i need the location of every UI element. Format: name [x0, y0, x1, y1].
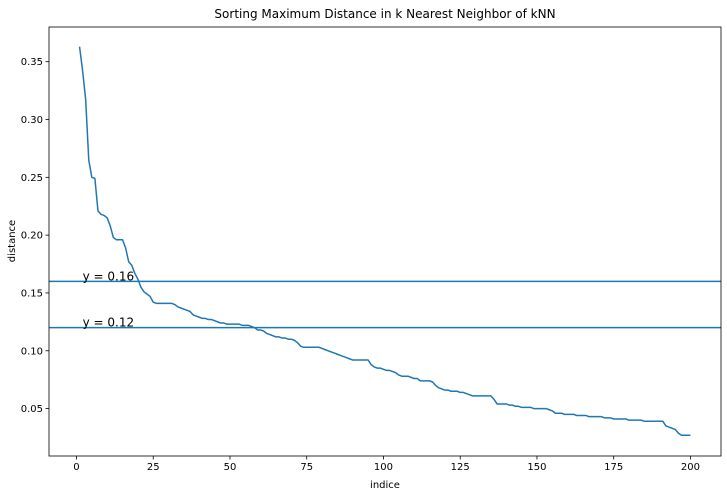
- x-tick-label: 150: [527, 462, 546, 473]
- x-tick-label: 200: [681, 462, 700, 473]
- x-tick-label: 175: [604, 462, 623, 473]
- y-axis: 0.05 0.10 0.15 0.20 0.25 0.30 0.35: [21, 57, 49, 415]
- y-tick-label: 0.35: [21, 57, 43, 68]
- x-axis-label: indice: [370, 480, 400, 491]
- chart-title: Sorting Maximum Distance in k Nearest Ne…: [214, 7, 555, 21]
- x-tick-label: 125: [451, 462, 470, 473]
- y-tick-label: 0.10: [21, 346, 43, 357]
- plot-area: y = 0.16 y = 0.12: [49, 46, 721, 436]
- y-tick-label: 0.30: [21, 115, 43, 126]
- x-tick-label: 50: [224, 462, 237, 473]
- y-tick-label: 0.15: [21, 288, 43, 299]
- y-tick-label: 0.20: [21, 231, 43, 242]
- series-line: [78, 46, 691, 436]
- y-tick-label: 0.05: [21, 404, 43, 415]
- hline-label: y = 0.16: [83, 269, 135, 283]
- y-axis-label: distance: [7, 220, 18, 262]
- axes-frame: [48, 26, 722, 457]
- x-axis: 0 25 50 75 100 125 150 175 200: [73, 456, 700, 473]
- x-tick-label: 25: [147, 462, 160, 473]
- y-tick-label: 0.25: [21, 173, 43, 184]
- x-tick-label: 75: [300, 462, 313, 473]
- hline-label: y = 0.12: [83, 316, 135, 330]
- x-tick-label: 0: [73, 462, 79, 473]
- x-tick-label: 100: [374, 462, 393, 473]
